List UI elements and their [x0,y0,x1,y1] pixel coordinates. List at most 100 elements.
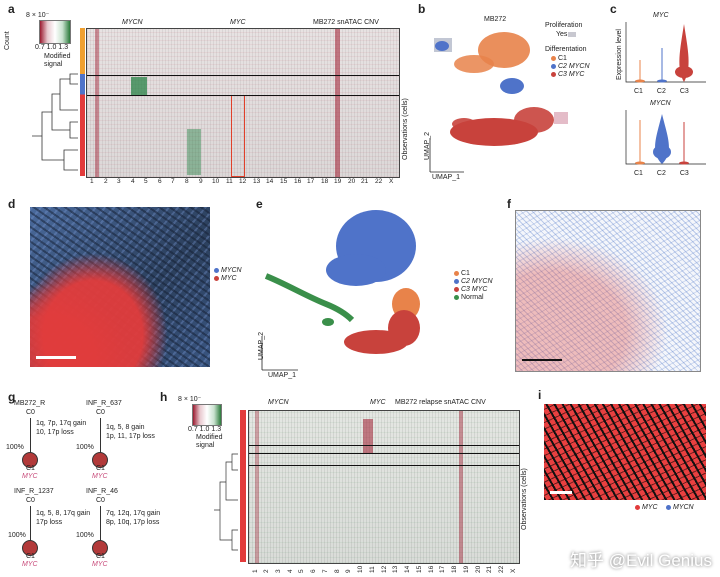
cluster-separator [249,465,519,466]
chromosome-label: 19 [463,565,470,573]
panel-e-legend-c3: C3 MYC [454,286,487,293]
tree-root: C0 [96,497,105,504]
tree-clone: MYC [22,561,38,568]
chromosome-label: 10 [212,178,220,185]
clone-pie [22,452,38,468]
panel-b-legend-c3: C3 MYC [551,71,584,78]
scale-bar [522,359,562,361]
panel-c-groups-bottom: C1 C2 C3 [634,170,689,177]
panel-h-scale-ticks: 0.7 1.0 1.3 [188,426,222,433]
panel-a-scale-top: 8 × 10⁻ [26,12,50,19]
chromosome-label: 12 [239,178,247,185]
panel-h-modified-signal: Modified signal [196,434,223,449]
chromosome-label: 7 [171,178,175,185]
chromosome-label: 18 [321,178,329,185]
tree-event: 8p, 10q, 17p loss [106,519,160,526]
tree-leaf: C1 [96,465,105,472]
chromosome-label: 6 [310,569,317,573]
panel-a-cluster-bar [80,28,85,176]
chromosome-label: 21 [486,565,493,573]
chromosome-label: 14 [404,565,411,573]
chromosome-label: 8 [185,178,189,185]
tree-name: INF_R_637 [86,400,122,407]
chromosome-label: 5 [144,178,148,185]
panel-c-gene-top: MYC [653,12,669,19]
scale-bar [36,356,76,359]
chromosome-label: 9 [345,569,352,573]
chromosome-label: 22 [498,565,505,573]
panel-h-letter: h [160,390,168,404]
tree-leaf: C1 [96,553,105,560]
panel-c-ylabel: Expression level [616,29,623,80]
chromosome-label: 16 [428,565,435,573]
tree-clone: MYC [22,473,38,480]
chromosome-label: 18 [451,565,458,573]
panel-f-letter: f [507,197,511,211]
tree-root: C0 [26,497,35,504]
chromosome-label: 22 [375,178,383,185]
panel-i-image [544,404,706,500]
cluster-separator [87,95,399,96]
clone-pie [92,540,108,556]
panel-c-gene-bottom: MYCN [650,100,671,107]
panel-b-umap [429,32,568,173]
panel-a-scale-ticks: 0.7 1.0 1.3 [35,44,69,51]
chromosome-label: 1 [252,569,259,573]
panel-d-image [30,207,210,367]
panel-h-gene-mycn: MYCN [268,399,289,406]
scale-bar [550,491,572,494]
panel-f-image [515,210,701,372]
panel-e-ylabel: UMAP_2 [258,331,265,360]
panel-a-gene-myc: MYC [230,19,246,26]
tree-name: INF_R_46 [86,488,118,495]
tree-pct: 100% [76,532,94,539]
panel-d-legend-mycn: MYCN [214,267,242,274]
panel-c-letter: c [610,2,617,16]
panel-b-title: MB272 [484,16,507,23]
chromosome-label: 5 [298,569,305,573]
panel-b-ylabel: UMAP_2 [424,131,431,160]
chromosome-label: 19 [334,178,342,185]
panel-h-gene-myc: MYC [370,399,386,406]
chromosome-label: 14 [266,178,274,185]
panel-a-title: MB272 snATAC CNV [313,19,379,26]
panel-e-xlabel: UMAP_1 [268,372,297,379]
chromosome-label: 17 [439,565,446,573]
panel-b-legend-c1: C1 [551,55,567,62]
tree-pct: 100% [6,444,24,451]
panel-h-ylabel: Observations (cells) [521,468,528,530]
tree-pct: 100% [8,532,26,539]
tree-event: 1q, 5, 8 gain [106,424,145,431]
cnv-band-chr9-box [231,95,245,177]
panel-c-violin-top [625,22,706,83]
panel-h-heatmap [248,410,520,564]
panel-c-violin-bottom [625,110,706,165]
panel-b-diff-label: Differentation [545,46,587,53]
panel-h-scale-top: 8 × 10⁻ [178,396,202,403]
watermark: 知乎 @Evil Genius [570,551,712,570]
chromosome-label: 17 [307,178,315,185]
panel-a-colorscale [39,20,71,44]
panel-e-umap [261,210,420,371]
chromosome-label: 16 [294,178,302,185]
panel-b-xlabel: UMAP_1 [432,174,461,181]
chromosome-label: 4 [287,569,294,573]
panel-g-letter: g [8,390,16,404]
cluster-separator [87,75,399,76]
panel-e-letter: e [256,197,263,211]
cnv-band-chr8 [363,419,373,453]
panel-h-cluster-bar [240,410,246,562]
panel-a-ylabel: Observations (cells) [402,98,409,160]
tree-event: 10, 17p loss [36,429,74,436]
panel-h-colorscale [192,404,222,426]
tree-event: 1q, 5, 8, 17q gain [36,510,91,517]
tree-event: 1p, 11, 17p loss [106,433,155,440]
cnv-band-chr6 [187,129,201,175]
panel-a-count-label: Count [4,31,11,50]
panel-h-dendrogram [214,453,238,551]
panel-a-modified-signal: Modified signal [44,53,71,68]
panel-d-legend-myc: MYC [214,275,237,282]
tree-root: C0 [96,409,105,416]
panel-i-legend-myc: MYC [635,504,658,511]
chromosome-label: 10 [357,565,364,573]
